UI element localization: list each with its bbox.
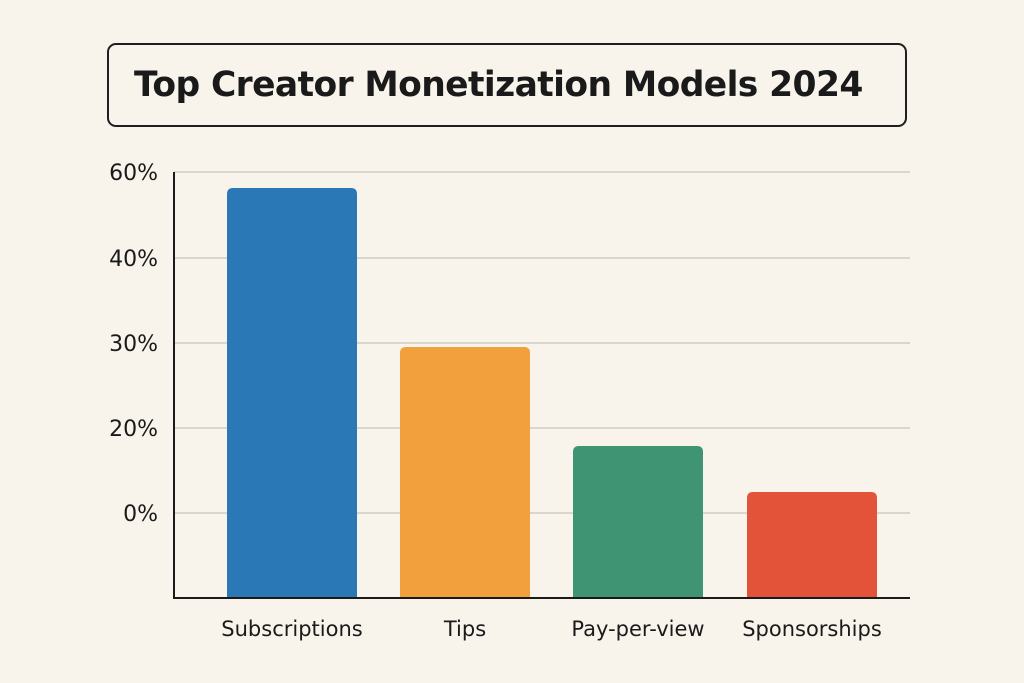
y-tick-labels: 60% 40% 30% 20% 0%: [109, 161, 158, 527]
axes: [173, 172, 910, 599]
x-category-labels: Subscriptions Tips Pay-per-view Sponsorship…: [221, 617, 882, 641]
bar-subscriptions: [227, 188, 357, 598]
bar-tips: [400, 347, 530, 598]
bar-sponsorships: [747, 491, 877, 598]
chart-title: Top Creator Monetization Models 2024: [134, 65, 863, 105]
y-tick-label: 30%: [109, 332, 158, 357]
bar-pay-per-view: [573, 446, 703, 598]
x-category-label: Sponsorships: [742, 617, 882, 641]
x-category-label: Subscriptions: [221, 617, 362, 641]
x-category-label: Tips: [443, 617, 486, 641]
y-tick-label: 20%: [109, 417, 158, 442]
chart-title-box: Top Creator Monetization Models 2024: [107, 43, 907, 127]
x-category-label: Pay-per-view: [571, 617, 704, 641]
y-tick-label: 60%: [109, 161, 158, 186]
y-tick-label: 0%: [123, 502, 158, 527]
y-tick-label: 40%: [109, 247, 158, 272]
bars: [227, 188, 877, 598]
